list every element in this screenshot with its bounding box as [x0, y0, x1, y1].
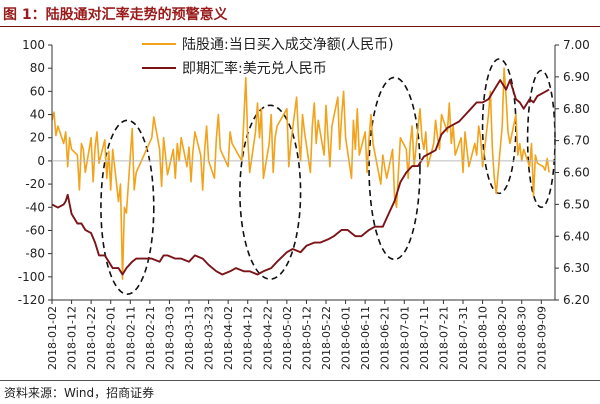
x-tick-label: 2018-07-21: [437, 306, 450, 370]
right-tick-label: 6.40: [563, 229, 590, 243]
x-tick-label: 2018-04-12: [242, 306, 255, 370]
left-tick-label: -40: [25, 200, 45, 214]
x-tick-label: 2018-03-23: [203, 306, 216, 370]
left-tick-label: 0: [37, 154, 45, 168]
title-divider: [0, 26, 600, 27]
x-tick-label: 2018-07-11: [418, 306, 431, 370]
x-tick-label: 2018-05-22: [320, 306, 333, 370]
left-tick-label: 100: [22, 38, 45, 52]
highlight-ellipse: [100, 119, 155, 296]
x-tick-label: 2018-08-30: [516, 306, 529, 370]
x-tick-label: 2018-09-09: [535, 306, 548, 370]
x-tick-label: 2018-07-31: [457, 306, 470, 370]
x-tick-label: 2018-06-01: [340, 306, 353, 370]
x-tick-label: 2018-04-02: [222, 306, 235, 370]
legend-label-rate: 即期汇率:美元兑人民币: [182, 60, 327, 77]
right-tick-label: 7.00: [563, 38, 590, 52]
source-divider: [0, 380, 600, 381]
highlight-ellipses: [100, 58, 556, 296]
left-tick-label: -20: [25, 177, 45, 191]
x-tick-label: 2018-01-22: [85, 306, 98, 370]
x-tick-label: 2018-04-22: [261, 306, 274, 370]
right-tick-label: 6.70: [563, 134, 590, 148]
right-tick-label: 6.60: [563, 166, 590, 180]
left-tick-label: -60: [25, 223, 45, 237]
series-line-rate: [51, 79, 550, 276]
axes: 100 80 60 40 20 0 -20 -40 -60 -80 -100 -120 7.00 6.90…: [18, 38, 590, 370]
x-tick-label: 2018-01-12: [66, 306, 79, 370]
x-tick-label: 2018-03-13: [183, 306, 196, 370]
left-tick-label: -100: [18, 270, 45, 284]
left-tick-label: -80: [25, 247, 45, 261]
x-tick-label: 2018-06-11: [359, 306, 372, 370]
x-tick-label: 2018-01-02: [46, 306, 59, 370]
left-tick-label: 80: [30, 61, 45, 75]
right-tick-label: 6.50: [563, 197, 590, 211]
x-tick-label: 2018-06-21: [379, 306, 392, 370]
left-tick-label: 40: [30, 108, 45, 122]
highlight-ellipse: [368, 76, 421, 261]
highlight-ellipse: [526, 69, 556, 209]
x-tick-label: 2018-02-01: [105, 306, 118, 370]
legend-label-flow: 陆股通:当日买入成交净额(人民币): [182, 36, 394, 53]
source-note: 资料来源：Wind，招商证券: [4, 386, 155, 400]
series-line-flow: [51, 67, 550, 280]
x-tick-label: 2018-02-21: [144, 306, 157, 370]
series-lines: [51, 67, 550, 280]
x-tick-label: 2018-05-02: [281, 306, 294, 370]
x-tick-label: 2018-02-11: [124, 306, 137, 370]
x-tick-label: 2018-08-10: [477, 306, 490, 370]
x-tick-label: 2018-07-01: [398, 306, 411, 370]
figure-title: 图 1：陆股通对汇率走势的预警意义: [3, 7, 228, 23]
x-tick-label: 2018-05-12: [300, 306, 313, 370]
right-tick-label: 6.20: [563, 293, 590, 307]
right-tick-label: 6.30: [563, 261, 590, 275]
right-tick-label: 6.90: [563, 70, 590, 84]
left-tick-label: 60: [30, 84, 45, 98]
dual-axis-line-chart: 100 80 60 40 20 0 -20 -40 -60 -80 -100 -120 7.00 6.90…: [18, 36, 590, 370]
left-tick-label: -120: [18, 293, 45, 307]
right-tick-label: 6.80: [563, 102, 590, 116]
legend: 陆股通:当日买入成交净额(人民币) 即期汇率:美元兑人民币: [142, 36, 394, 77]
x-tick-label: 2018-03-03: [163, 306, 176, 370]
x-tick-label: 2018-08-20: [496, 306, 509, 370]
left-tick-label: 20: [30, 131, 45, 145]
highlight-ellipse: [239, 104, 302, 280]
